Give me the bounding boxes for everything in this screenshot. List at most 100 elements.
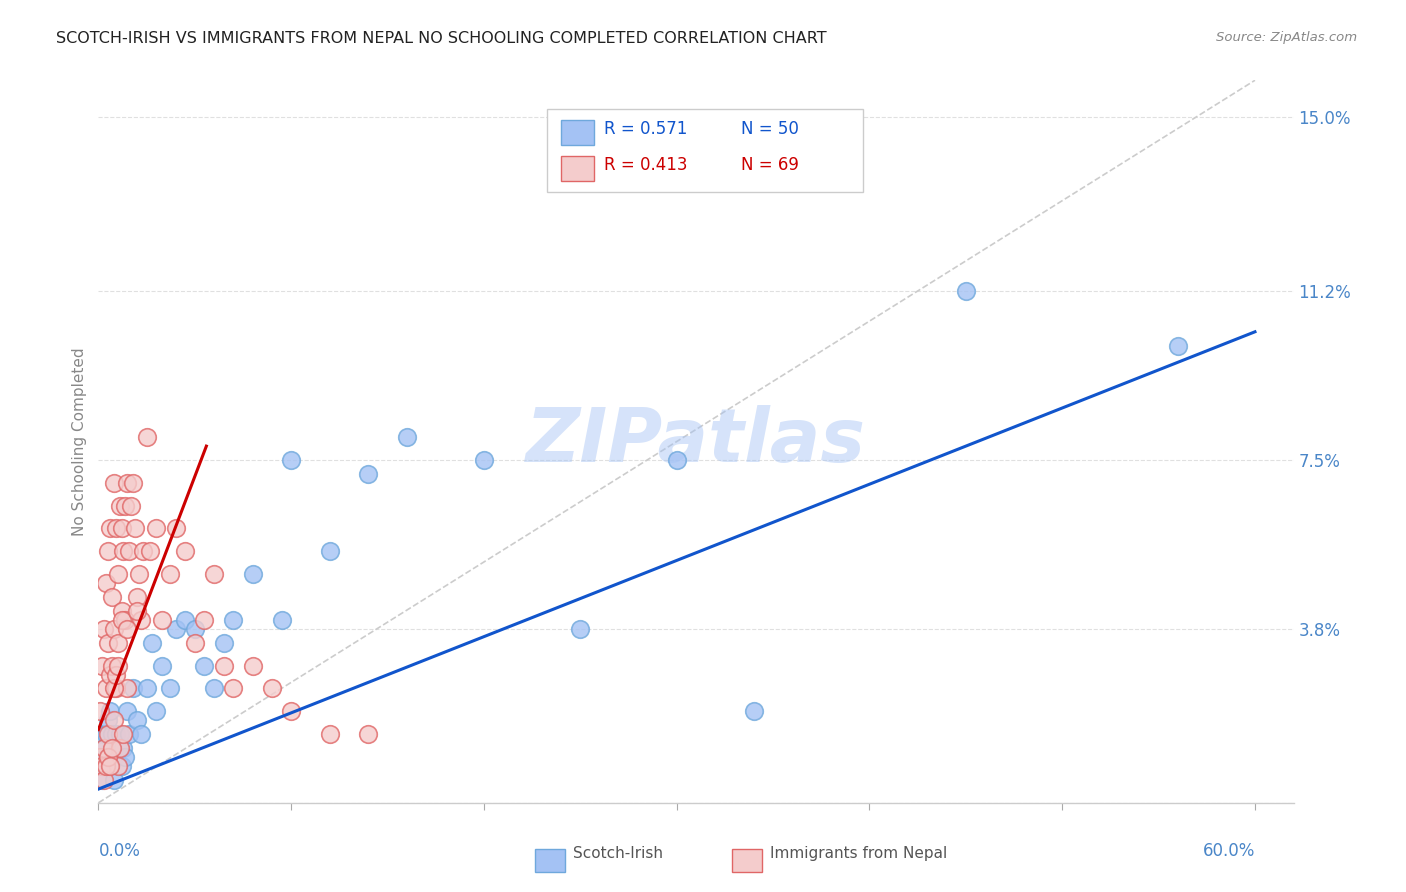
Text: R = 0.413: R = 0.413: [605, 156, 688, 174]
Point: [89, 750, 111, 764]
Point: [141, 636, 163, 650]
Text: Source: ZipAtlas.com: Source: ZipAtlas.com: [1216, 31, 1357, 45]
FancyBboxPatch shape: [561, 156, 595, 181]
Point: [125, 590, 148, 604]
Point: [212, 658, 235, 673]
Point: [174, 613, 197, 627]
Point: [114, 750, 136, 764]
Point: [1167, 338, 1189, 352]
FancyBboxPatch shape: [534, 849, 565, 872]
Point: [125, 714, 148, 728]
Point: [101, 750, 124, 764]
Point: [91, 658, 114, 673]
Point: [104, 681, 127, 696]
Point: [222, 613, 245, 627]
Point: [184, 622, 207, 636]
Point: [193, 613, 215, 627]
Text: R = 0.571: R = 0.571: [605, 120, 688, 138]
Point: [665, 453, 688, 467]
Point: [150, 658, 173, 673]
Point: [202, 567, 225, 582]
Point: [108, 499, 131, 513]
Point: [114, 613, 136, 627]
Text: Immigrants from Nepal: Immigrants from Nepal: [770, 846, 948, 861]
Point: [103, 475, 125, 490]
Text: N = 50: N = 50: [741, 120, 799, 138]
Point: [97, 714, 120, 728]
Point: [118, 544, 141, 558]
Point: [101, 740, 124, 755]
Point: [110, 759, 132, 773]
Point: [108, 727, 131, 741]
Point: [103, 750, 125, 764]
Point: [122, 475, 145, 490]
Point: [93, 740, 115, 755]
Point: [150, 613, 173, 627]
Point: [118, 727, 141, 741]
Point: [222, 681, 245, 696]
Point: [97, 636, 120, 650]
Point: [98, 759, 121, 773]
Text: SCOTCH-IRISH VS IMMIGRANTS FROM NEPAL NO SCHOOLING COMPLETED CORRELATION CHART: SCOTCH-IRISH VS IMMIGRANTS FROM NEPAL NO…: [56, 31, 827, 46]
Point: [472, 453, 495, 467]
Point: [98, 704, 121, 718]
Point: [104, 667, 127, 681]
Point: [242, 658, 264, 673]
Point: [93, 772, 115, 787]
Point: [112, 740, 135, 755]
Point: [103, 622, 125, 636]
Point: [97, 750, 120, 764]
Point: [955, 284, 977, 298]
Point: [357, 727, 380, 741]
Point: [139, 544, 162, 558]
Point: [122, 681, 145, 696]
Point: [104, 727, 127, 741]
Point: [270, 613, 292, 627]
Point: [98, 667, 121, 681]
Point: [91, 759, 114, 773]
Point: [135, 681, 157, 696]
Text: N = 69: N = 69: [741, 156, 799, 174]
Point: [165, 521, 187, 535]
FancyBboxPatch shape: [547, 109, 863, 193]
Point: [129, 727, 152, 741]
Point: [107, 636, 129, 650]
Point: [124, 521, 146, 535]
Point: [107, 759, 129, 773]
Point: [117, 681, 139, 696]
Point: [94, 759, 117, 773]
Point: [94, 750, 117, 764]
Point: [98, 521, 121, 535]
Point: [97, 544, 120, 558]
Point: [93, 622, 115, 636]
Point: [107, 567, 129, 582]
Text: Scotch-Irish: Scotch-Irish: [572, 846, 662, 861]
Point: [145, 521, 167, 535]
Point: [193, 658, 215, 673]
Point: [112, 544, 135, 558]
Point: [159, 681, 181, 696]
Point: [184, 636, 207, 650]
Point: [125, 604, 148, 618]
Text: 0.0%: 0.0%: [98, 842, 141, 860]
Point: [112, 727, 135, 741]
Point: [103, 714, 125, 728]
Point: [120, 499, 142, 513]
Point: [101, 590, 124, 604]
Point: [280, 704, 302, 718]
Point: [101, 727, 124, 741]
Point: [159, 567, 181, 582]
Point: [94, 681, 117, 696]
Point: [280, 453, 302, 467]
Point: [212, 636, 235, 650]
Point: [357, 467, 380, 481]
Point: [145, 704, 167, 718]
Point: [174, 544, 197, 558]
Point: [319, 727, 342, 741]
Point: [104, 521, 127, 535]
Point: [260, 681, 283, 696]
Point: [110, 521, 132, 535]
Point: [103, 772, 125, 787]
Text: 60.0%: 60.0%: [1202, 842, 1256, 860]
Point: [117, 622, 139, 636]
